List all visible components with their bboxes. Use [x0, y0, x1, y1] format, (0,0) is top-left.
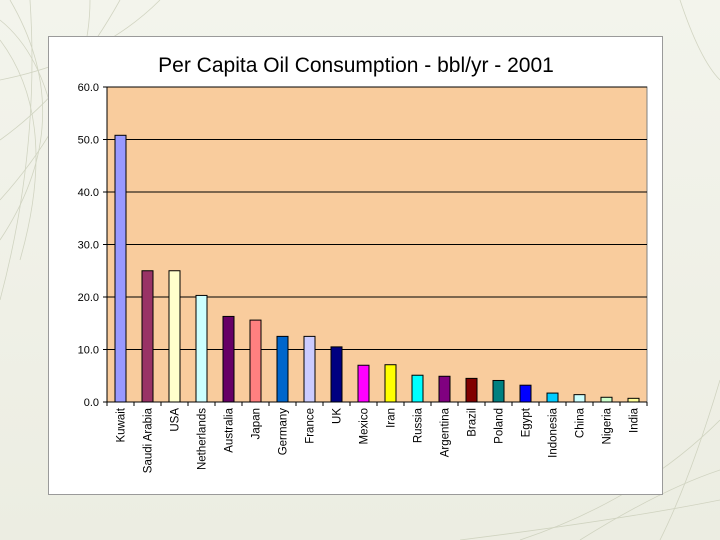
x-tick-label: China	[575, 407, 587, 438]
x-tick-label: Mexico	[359, 408, 371, 444]
bar	[168, 270, 181, 403]
bar	[519, 384, 532, 403]
x-tick-label: Japan	[251, 408, 263, 439]
x-tick-label: Egypt	[521, 407, 533, 437]
bar	[357, 364, 370, 403]
y-tick-label: 60.0	[78, 82, 99, 94]
x-tick-label: Germany	[278, 408, 290, 456]
y-tick-label: 50.0	[78, 135, 99, 147]
x-tick-label: UK	[332, 408, 344, 424]
bar	[222, 315, 235, 403]
bar	[114, 134, 127, 403]
x-tick-label: Netherlands	[197, 408, 209, 470]
y-tick-label: 30.0	[78, 240, 99, 252]
y-tick-label: 10.0	[78, 345, 99, 357]
x-tick-label: Saudi Arabia	[143, 407, 155, 473]
bar	[438, 375, 451, 403]
bar	[573, 394, 586, 403]
bar	[546, 392, 559, 403]
bar	[249, 319, 262, 403]
bar	[303, 335, 316, 403]
bar	[627, 397, 640, 403]
bar	[276, 335, 289, 403]
x-tick-label: Brazil	[467, 408, 479, 437]
bar	[465, 377, 478, 403]
x-tick-label: Nigeria	[602, 407, 614, 444]
bar	[384, 364, 397, 403]
x-tick-label: Australia	[224, 407, 236, 452]
y-tick-label: 20.0	[78, 292, 99, 304]
x-tick-label: Poland	[494, 408, 506, 444]
x-tick-label: USA	[170, 408, 182, 432]
x-tick-label: Russia	[413, 407, 425, 443]
x-tick-label: Iran	[386, 408, 398, 428]
chart-frame: Per Capita Oil Consumption - bbl/yr - 20…	[48, 36, 663, 495]
y-tick-label: 40.0	[78, 187, 99, 199]
bar	[330, 346, 343, 403]
bar	[195, 294, 208, 403]
y-tick-label: 0.0	[84, 397, 99, 409]
bar	[600, 396, 613, 403]
x-tick-label: Kuwait	[116, 407, 128, 442]
x-tick-label: India	[629, 407, 641, 433]
x-tick-label: Indonesia	[548, 407, 560, 457]
bar	[492, 379, 505, 403]
bar	[411, 374, 424, 403]
x-tick-label: France	[305, 408, 317, 444]
x-tick-label: Argentina	[440, 407, 452, 457]
bar	[141, 270, 154, 403]
chart: Per Capita Oil Consumption - bbl/yr - 20…	[78, 54, 648, 473]
chart-title: Per Capita Oil Consumption - bbl/yr - 20…	[158, 54, 554, 77]
